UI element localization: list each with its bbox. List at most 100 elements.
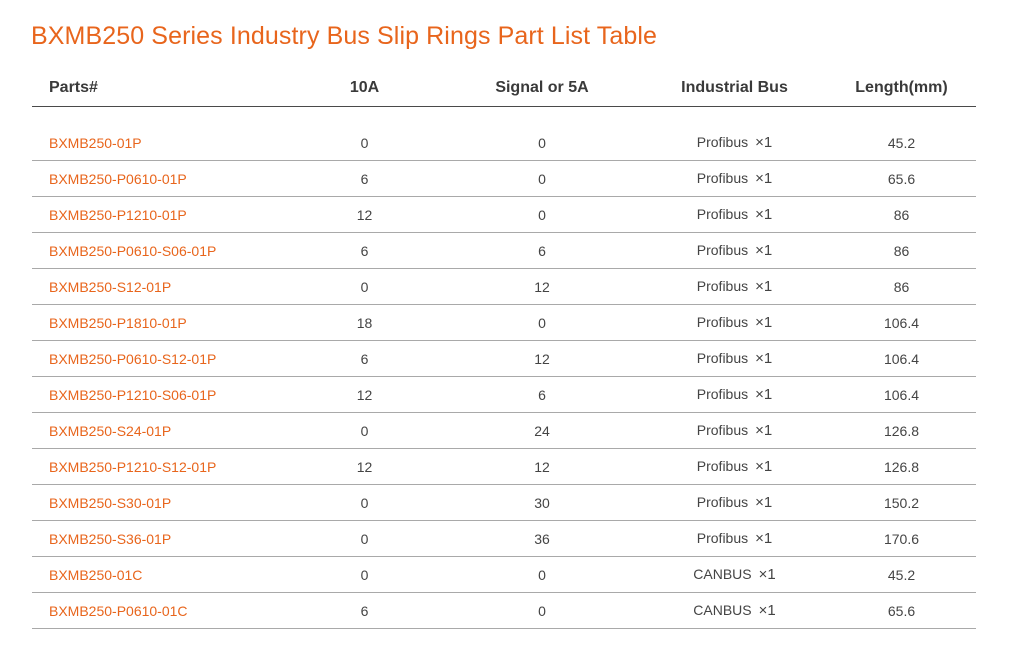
table-row: BXMB250-P0610-01C 6 0 CANBUS ×1 65.6 [32,592,976,629]
bus-multiplier: ×1 [755,494,773,511]
cell-length: 86 [827,196,976,233]
cell-length: 45.2 [827,556,976,593]
bus-type: Profibus [696,458,749,474]
bus-multiplier: ×1 [758,602,776,619]
table-row: BXMB250-S12-01P 0 12 Profibus ×1 86 [32,268,976,305]
header-current-10a: 10A [287,70,442,107]
cell-part-number: BXMB250-P0610-S06-01P [32,232,287,269]
cell-current-10a: 12 [287,196,442,233]
cell-length: 65.6 [827,592,976,629]
header-part-number: Parts# [32,70,287,107]
cell-signal: 0 [442,196,642,233]
cell-industrial-bus: Profibus ×1 [642,520,827,557]
cell-current-10a: 6 [287,160,442,197]
cell-current-10a: 0 [287,268,442,305]
cell-industrial-bus: Profibus ×1 [642,160,827,197]
cell-length: 86 [827,232,976,269]
header-signal: Signal or 5A [442,70,642,107]
cell-current-10a: 0 [287,484,442,521]
table-row: BXMB250-S30-01P 0 30 Profibus ×1 150.2 [32,484,976,521]
table-row: BXMB250-P0610-S06-01P 6 6 Profibus ×1 86 [32,232,976,269]
cell-part-number: BXMB250-P1210-S12-01P [32,448,287,485]
cell-signal: 30 [442,484,642,521]
bus-type: Profibus [696,350,749,366]
bus-multiplier: ×1 [755,422,773,439]
cell-current-10a: 0 [287,125,442,161]
cell-current-10a: 0 [287,556,442,593]
parts-table: Parts# 10A Signal or 5A Industrial Bus L… [32,70,976,629]
cell-part-number: BXMB250-S30-01P [32,484,287,521]
cell-industrial-bus: Profibus ×1 [642,340,827,377]
table-body: BXMB250-01P 0 0 Profibus ×1 45.2 BXMB250-P0610… [32,107,976,629]
cell-part-number: BXMB250-P1210-S06-01P [32,376,287,413]
cell-length: 45.2 [827,125,976,161]
cell-industrial-bus: Profibus ×1 [642,448,827,485]
table-row: BXMB250-S24-01P 0 24 Profibus ×1 126.8 [32,412,976,449]
cell-signal: 24 [442,412,642,449]
cell-industrial-bus: Profibus ×1 [642,304,827,341]
bus-type: Profibus [696,278,749,294]
cell-current-10a: 6 [287,340,442,377]
cell-length: 170.6 [827,520,976,557]
cell-part-number: BXMB250-S12-01P [32,268,287,305]
header-spacer [32,107,976,126]
cell-length: 86 [827,268,976,305]
table-row: BXMB250-P0610-01P 6 0 Profibus ×1 65.6 [32,160,976,197]
cell-length: 65.6 [827,160,976,197]
bus-multiplier: ×1 [755,314,773,331]
bus-multiplier: ×1 [755,530,773,547]
cell-length: 106.4 [827,304,976,341]
header-length: Length(mm) [827,70,976,107]
cell-part-number: BXMB250-01C [32,556,287,593]
table-row: BXMB250-P1210-S06-01P 12 6 Profibus ×1 106.4 [32,376,976,413]
table-row: BXMB250-01C 0 0 CANBUS ×1 45.2 [32,556,976,593]
table-header-row: Parts# 10A Signal or 5A Industrial Bus L… [32,70,976,107]
table-row: BXMB250-P1210-01P 12 0 Profibus ×1 86 [32,196,976,233]
cell-length: 106.4 [827,340,976,377]
cell-signal: 12 [442,268,642,305]
bus-type: CANBUS [693,602,752,618]
cell-industrial-bus: Profibus ×1 [642,268,827,305]
cell-signal: 0 [442,304,642,341]
cell-signal: 6 [442,232,642,269]
bus-type: Profibus [696,242,749,258]
cell-length: 126.8 [827,412,976,449]
table-row: BXMB250-P1210-S12-01P 12 12 Profibus ×1 126.8 [32,448,976,485]
bus-type: Profibus [696,314,749,330]
cell-part-number: BXMB250-S36-01P [32,520,287,557]
cell-length: 126.8 [827,448,976,485]
cell-current-10a: 12 [287,448,442,485]
table-row: BXMB250-P1810-01P 18 0 Profibus ×1 106.4 [32,304,976,341]
cell-industrial-bus: Profibus ×1 [642,376,827,413]
table-row: BXMB250-P0610-S12-01P 6 12 Profibus ×1 106.4 [32,340,976,377]
bus-type: Profibus [696,530,749,546]
cell-part-number: BXMB250-P0610-S12-01P [32,340,287,377]
cell-part-number: BXMB250-01P [32,125,287,161]
cell-signal: 12 [442,340,642,377]
cell-signal: 0 [442,556,642,593]
cell-part-number: BXMB250-P1810-01P [32,304,287,341]
bus-multiplier: ×1 [755,386,773,403]
cell-industrial-bus: CANBUS ×1 [642,556,827,593]
bus-type: Profibus [696,134,749,150]
cell-length: 150.2 [827,484,976,521]
cell-current-10a: 6 [287,232,442,269]
bus-multiplier: ×1 [755,350,773,367]
cell-current-10a: 12 [287,376,442,413]
bus-multiplier: ×1 [755,458,773,475]
cell-signal: 6 [442,376,642,413]
bus-multiplier: ×1 [758,566,776,583]
cell-industrial-bus: Profibus ×1 [642,412,827,449]
page-title: BXMB250 Series Industry Bus Slip Rings P… [31,22,658,50]
bus-type: Profibus [696,206,749,222]
bus-multiplier: ×1 [755,278,773,295]
cell-current-10a: 6 [287,592,442,629]
bus-multiplier: ×1 [755,170,773,187]
bus-type: CANBUS [693,566,752,582]
cell-industrial-bus: Profibus ×1 [642,196,827,233]
bus-type: Profibus [696,494,749,510]
bus-multiplier: ×1 [755,242,773,259]
cell-part-number: BXMB250-P0610-01C [32,592,287,629]
bus-multiplier: ×1 [755,134,773,151]
cell-part-number: BXMB250-S24-01P [32,412,287,449]
